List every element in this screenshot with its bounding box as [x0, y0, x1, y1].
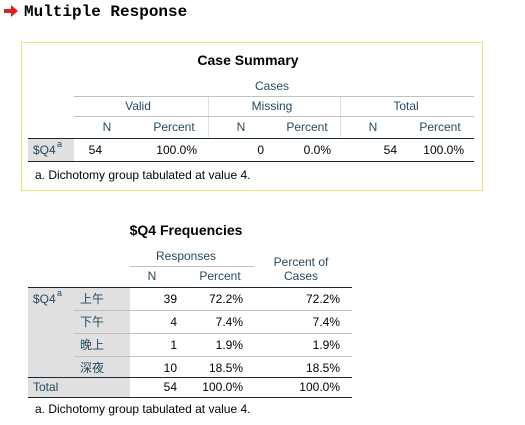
row-subheader: 下午: [80, 315, 105, 329]
cell: 100.0%: [423, 143, 464, 157]
column-header: N: [368, 120, 378, 134]
column-header: N: [147, 269, 157, 283]
rule: [28, 377, 352, 378]
arrow-icon: [4, 5, 18, 17]
cell: 0: [257, 143, 264, 157]
rule: [130, 266, 254, 267]
cell: 18.5%: [208, 361, 243, 375]
divider: [340, 97, 341, 137]
row-subheader: 深夜: [80, 361, 105, 375]
column-header: Percent: [199, 269, 241, 283]
cell: 72.2%: [208, 292, 243, 306]
row-header: Total: [33, 380, 59, 394]
rule: [28, 138, 474, 139]
column-header: Percent: [419, 120, 461, 134]
cell: 1.9%: [215, 338, 243, 352]
rule: [74, 96, 474, 97]
cell: 1.9%: [312, 338, 340, 352]
column-group: Cases: [254, 79, 290, 93]
rule: [74, 310, 352, 311]
cell: 54: [88, 143, 102, 157]
cell: 54: [163, 380, 177, 394]
table-title: $Q4 Frequencies: [129, 222, 243, 238]
cell: 0.0%: [303, 143, 331, 157]
row-header: $Q4: [33, 292, 56, 306]
cell: 100.0%: [202, 380, 243, 394]
cell: 100.0%: [156, 143, 197, 157]
row-header: $Q4: [33, 143, 56, 157]
footnote: a. Dichotomy group tabulated at value 4.: [35, 168, 251, 182]
cell: 10: [163, 361, 177, 375]
cell: 18.5%: [305, 361, 340, 375]
rule: [28, 287, 352, 288]
rule: [74, 116, 474, 117]
divider: [208, 97, 209, 137]
cell: 54: [383, 143, 397, 157]
page-title: Multiple Response: [24, 3, 188, 21]
footnote: a. Dichotomy group tabulated at value 4.: [35, 402, 251, 416]
rule: [28, 397, 352, 398]
column-subgroup: Total: [393, 99, 419, 113]
cell: 7.4%: [215, 315, 243, 329]
column-header: Percent: [286, 120, 328, 134]
column-header: N: [102, 120, 112, 134]
rule: [74, 356, 352, 357]
cell: 1: [170, 338, 177, 352]
footnote-mark: a: [57, 288, 63, 298]
column-subgroup: Valid: [125, 99, 151, 113]
row-subheader: 晚上: [80, 338, 105, 352]
row-subheader: 上午: [80, 292, 105, 306]
row-header-shade: [28, 139, 74, 161]
cell: 39: [163, 292, 177, 306]
column-group: Responses: [155, 249, 217, 263]
cell: 100.0%: [299, 380, 340, 394]
table-title: Case Summary: [197, 52, 299, 68]
row-header-shade: [28, 288, 130, 398]
rule: [74, 333, 352, 334]
case-summary-box: [21, 42, 483, 191]
cell: 4: [170, 315, 177, 329]
footnote-mark: a: [57, 139, 63, 149]
column-header: Percent of Cases: [273, 255, 329, 283]
cell: 72.2%: [305, 292, 340, 306]
rule: [28, 161, 474, 162]
column-header: N: [236, 120, 246, 134]
column-subgroup: Missing: [251, 99, 293, 113]
cell: 7.4%: [312, 315, 340, 329]
column-header: Percent: [153, 120, 195, 134]
